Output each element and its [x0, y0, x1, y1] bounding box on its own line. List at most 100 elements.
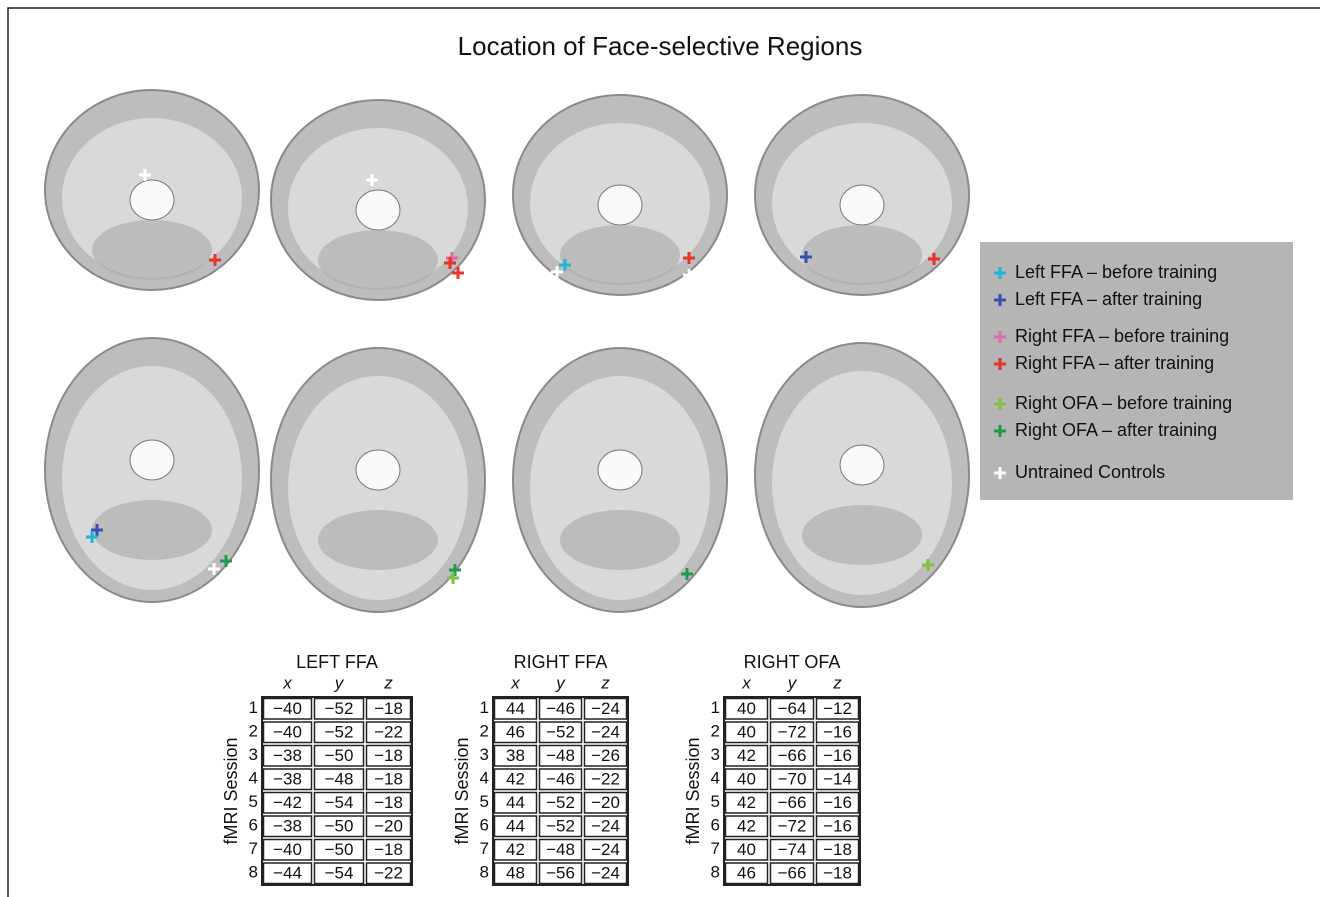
cell-value: −38	[273, 817, 302, 836]
cell-value: −52	[325, 723, 354, 742]
cerebellum	[92, 220, 212, 280]
cell-value: −42	[273, 793, 302, 812]
session-number: 1	[711, 698, 720, 717]
column-header: y	[334, 673, 345, 692]
session-number: 2	[480, 722, 489, 741]
cell-value: −52	[546, 793, 575, 812]
brainstem	[356, 190, 400, 230]
cell-value: −16	[823, 793, 852, 812]
cell-value: −54	[325, 793, 354, 812]
session-number: 6	[711, 816, 720, 835]
brain-slice	[271, 100, 485, 300]
cell-value: −46	[546, 770, 575, 789]
cell-value: 42	[737, 793, 756, 812]
cell-value: 46	[506, 723, 525, 742]
cell-value: 42	[506, 840, 525, 859]
session-number: 7	[480, 839, 489, 858]
figure-title: Location of Face-selective Regions	[458, 31, 863, 61]
cell-value: −70	[778, 770, 807, 789]
cell-value: −66	[778, 864, 807, 883]
cell-value: 44	[506, 699, 525, 718]
column-header: x	[510, 673, 520, 692]
cell-value: −16	[823, 817, 852, 836]
cell-value: −18	[823, 864, 852, 883]
cell-value: −38	[273, 770, 302, 789]
cerebellum	[560, 225, 680, 285]
session-number: 6	[249, 816, 258, 835]
session-number: 2	[249, 722, 258, 741]
table-title: RIGHT FFA	[514, 652, 608, 672]
cell-value: −46	[546, 699, 575, 718]
column-header: x	[282, 673, 292, 692]
cerebellum	[802, 225, 922, 285]
cell-value: 40	[737, 770, 756, 789]
brain-slice	[755, 343, 969, 607]
cell-value: −50	[325, 817, 354, 836]
session-number: 8	[480, 863, 489, 882]
cell-value: −24	[591, 699, 620, 718]
cell-value: 40	[737, 723, 756, 742]
table-title: RIGHT OFA	[744, 652, 841, 672]
cell-value: −72	[778, 817, 807, 836]
brainstem	[598, 450, 642, 490]
brainstem	[840, 185, 884, 225]
session-number: 5	[711, 792, 720, 811]
cell-value: −18	[374, 746, 403, 765]
cell-value: −24	[591, 864, 620, 883]
session-number: 4	[711, 769, 720, 788]
cell-value: −16	[823, 746, 852, 765]
cell-value: −44	[273, 864, 302, 883]
brain-slice	[513, 95, 727, 295]
cell-value: 44	[506, 793, 525, 812]
cell-value: 42	[737, 746, 756, 765]
cell-value: 44	[506, 817, 525, 836]
cell-value: −52	[546, 723, 575, 742]
session-number: 8	[711, 863, 720, 882]
session-number: 4	[480, 769, 489, 788]
brain-slice	[513, 348, 727, 612]
session-number: 7	[711, 839, 720, 858]
cell-value: −66	[778, 746, 807, 765]
session-number: 5	[480, 792, 489, 811]
session-number: 7	[249, 839, 258, 858]
cell-value: −22	[374, 864, 403, 883]
cell-value: −14	[823, 770, 852, 789]
session-number: 6	[480, 816, 489, 835]
session-number: 8	[249, 863, 258, 882]
cell-value: 40	[737, 699, 756, 718]
cell-value: −48	[325, 770, 354, 789]
column-header: x	[741, 673, 751, 692]
cerebellum	[92, 500, 212, 560]
cell-value: −18	[374, 770, 403, 789]
session-number: 5	[249, 792, 258, 811]
cell-value: −22	[591, 770, 620, 789]
cell-value: −48	[546, 840, 575, 859]
cerebellum	[560, 510, 680, 570]
cell-value: −52	[546, 817, 575, 836]
cell-value: −56	[546, 864, 575, 883]
cell-value: 38	[506, 746, 525, 765]
cell-value: −24	[591, 840, 620, 859]
cell-value: −24	[591, 723, 620, 742]
cell-value: −20	[591, 793, 620, 812]
cell-value: −66	[778, 793, 807, 812]
session-number: 2	[711, 722, 720, 741]
cell-value: 42	[506, 770, 525, 789]
session-number: 4	[249, 769, 258, 788]
brain-slice	[755, 95, 969, 295]
figure: Location of Face-selective Regions Left …	[0, 0, 1320, 897]
cell-value: −22	[374, 723, 403, 742]
session-number: 3	[711, 745, 720, 764]
cerebellum	[802, 505, 922, 565]
column-header: y	[787, 673, 798, 692]
cell-value: 40	[737, 840, 756, 859]
column-header: z	[832, 673, 842, 692]
column-header: z	[383, 673, 393, 692]
cell-value: −64	[778, 699, 807, 718]
cell-value: −18	[374, 840, 403, 859]
cell-value: −20	[374, 817, 403, 836]
legend-label: Untrained Controls	[1015, 462, 1165, 482]
brain-slices	[45, 90, 969, 612]
legend-label: Left FFA – after training	[1015, 289, 1202, 309]
brainstem	[356, 450, 400, 490]
